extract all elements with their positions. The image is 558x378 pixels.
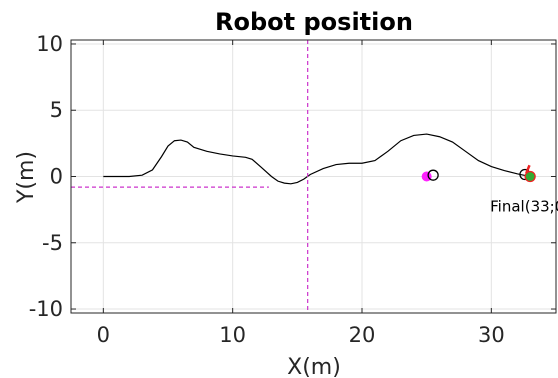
- final-position-annotation: Final(33;0): [490, 198, 558, 216]
- x-axis-label: X(m): [287, 355, 341, 378]
- marker-layer: [421, 164, 536, 183]
- y-tick-label: -10: [29, 297, 63, 321]
- y-tick-label: 0: [50, 165, 63, 189]
- tick-layer: 0 10 20 30 -10 -5 0 5 10: [29, 32, 556, 347]
- y-tick-label: -5: [42, 231, 63, 255]
- y-tick-label: 5: [50, 98, 63, 122]
- heading-indicator: [525, 164, 531, 174]
- x-tick-label: 20: [349, 323, 376, 347]
- x-tick-label: 0: [97, 323, 110, 347]
- position-marker-filled: [421, 171, 432, 182]
- annotation-layer: Final(33;0): [490, 198, 558, 216]
- y-tick-label: 10: [36, 32, 63, 56]
- y-axis-label: Y(m): [14, 151, 39, 204]
- grid: [71, 40, 556, 313]
- chart-title: Robot position: [215, 8, 413, 36]
- trajectory-line: [103, 133, 531, 185]
- series-layer: [71, 40, 531, 313]
- position-marker-filled: [525, 171, 536, 182]
- x-tick-label: 30: [478, 323, 505, 347]
- position-marker-open: [524, 170, 536, 183]
- x-tick-label: 10: [219, 323, 246, 347]
- position-marker-open: [427, 169, 439, 181]
